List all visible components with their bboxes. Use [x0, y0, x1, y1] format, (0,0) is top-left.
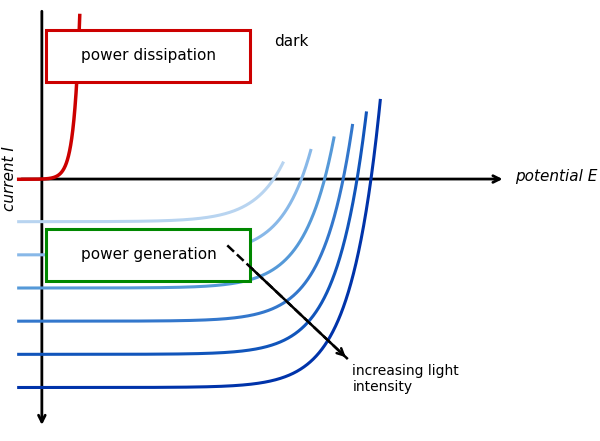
Text: increasing light
intensity: increasing light intensity	[352, 364, 459, 394]
FancyBboxPatch shape	[46, 30, 250, 82]
FancyBboxPatch shape	[46, 229, 250, 281]
Text: potential E: potential E	[515, 169, 597, 184]
Text: power dissipation: power dissipation	[81, 49, 216, 64]
Text: dark: dark	[274, 34, 308, 49]
Text: current I: current I	[2, 146, 17, 212]
Text: power generation: power generation	[80, 247, 217, 262]
